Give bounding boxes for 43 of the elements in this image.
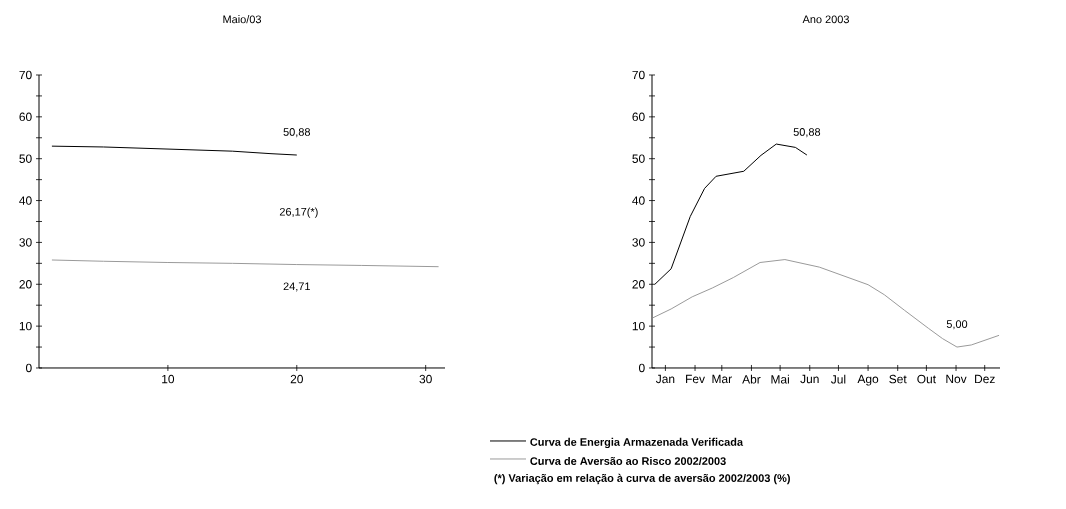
chart-title: Ano 2003: [802, 15, 849, 24]
y-tick-label: 20: [632, 280, 645, 289]
y-tick-label: 30: [632, 238, 645, 247]
x-tick-label: 10: [162, 374, 175, 384]
line-series: [51, 259, 440, 268]
x-tick-label: Set: [889, 374, 907, 384]
y-tick-label: 60: [19, 112, 32, 122]
x-tick-label: Fev: [686, 374, 705, 384]
y-tick-label: 30: [19, 238, 32, 247]
annotation: 26,17(*): [279, 207, 318, 218]
x-tick-label: Abr: [742, 374, 761, 384]
x-tick-label: 30: [419, 374, 432, 384]
x-tick-label: Nov: [946, 374, 967, 384]
y-tick-label: 10: [19, 321, 32, 331]
x-tick-label: Jul: [830, 374, 846, 384]
x-tick-label: Mai: [771, 374, 789, 384]
y-tick-label: 0: [638, 363, 645, 373]
x-tick-label: Mar: [712, 374, 732, 384]
y-tick-label: 70: [632, 70, 645, 80]
y-tick-label: 50: [632, 154, 645, 163]
y-tick-label: 70: [19, 70, 32, 80]
y-tick-label: 20: [19, 280, 32, 289]
y-tick-label: 40: [19, 196, 32, 205]
annotation: 24,71: [283, 282, 310, 292]
y-tick-label: 0: [25, 363, 32, 373]
annotation: 5,00: [946, 320, 968, 330]
y-tick-label: 40: [632, 196, 645, 205]
y-tick-label: 50: [19, 154, 32, 163]
legend-label: Curva de Energia Armazenada Verificada: [530, 437, 744, 449]
line-series: [652, 259, 1000, 348]
legend-label: Curva de Aversão ao Risco 2002/2003: [530, 456, 726, 466]
x-tick-label: 20: [290, 374, 303, 384]
annotation: 50,88: [283, 128, 311, 138]
annotation: 50,88: [793, 128, 821, 138]
y-tick-label: 60: [632, 112, 645, 122]
x-tick-label: Dez: [975, 374, 995, 384]
x-tick-label: Ago: [857, 374, 879, 386]
x-tick-label: Out: [917, 374, 936, 384]
x-tick-label: Jan: [655, 374, 675, 384]
x-tick-label: Jun: [800, 374, 819, 384]
text: (*) Variação em relação à curva de aversão 2002/2003 (%): [494, 473, 790, 485]
y-tick-label: 10: [632, 321, 645, 331]
chart-title: Maio/03: [223, 15, 262, 24]
